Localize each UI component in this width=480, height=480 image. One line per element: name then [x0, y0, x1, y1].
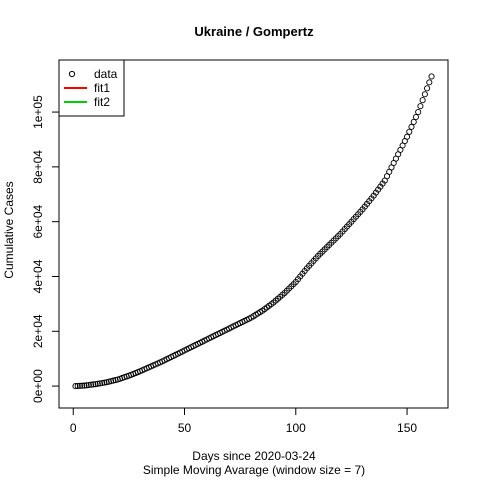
y-axis-label: Cumulative Cases [2, 181, 16, 278]
data-point [419, 97, 426, 104]
data-point [96, 380, 103, 387]
data-point [408, 123, 415, 130]
chart-subtitle: Simple Moving Avarage (window size = 7) [143, 463, 365, 477]
data-point [83, 382, 90, 389]
data-point [426, 79, 433, 86]
legend-label-fit1: fit1 [94, 81, 110, 95]
data-point [90, 381, 97, 388]
y-tick-label: 4e+04 [31, 259, 45, 293]
data-point [81, 382, 88, 389]
data-point [99, 379, 106, 387]
data-point [412, 113, 420, 121]
data-point [85, 381, 92, 389]
chart-title: Ukraine / Gompertz [194, 24, 314, 39]
data-point [72, 383, 79, 390]
x-tick-label: 100 [286, 421, 306, 435]
data-point [421, 91, 428, 98]
y-tick-label: 0e+00 [31, 369, 45, 403]
data-point [76, 382, 83, 389]
y-tick-label: 2e+04 [31, 314, 45, 348]
data-point [94, 380, 101, 387]
data-point [417, 103, 424, 110]
data-point [406, 128, 413, 135]
data-point [415, 109, 422, 116]
x-tick-label: 50 [178, 421, 192, 435]
y-tick-label: 6e+04 [31, 204, 45, 238]
data-points [72, 73, 435, 390]
x-tick-label: 150 [397, 421, 417, 435]
y-tick-label: 8e+04 [31, 150, 45, 184]
x-axis-label: Days since 2020-03-24 [192, 449, 316, 463]
y-tick-label: 1e+05 [31, 95, 45, 129]
data-point [88, 381, 95, 388]
data-point [92, 381, 99, 388]
data-point [79, 382, 86, 389]
data-point [403, 133, 411, 140]
x-tick-label: 0 [70, 421, 77, 435]
y-axis: 0e+00 2e+04 4e+04 6e+04 8e+04 1e+05 [31, 95, 60, 403]
legend-label-fit2: fit2 [94, 95, 110, 109]
x-axis: 0 50 100 150 [70, 407, 417, 435]
legend-label-data: data [94, 67, 118, 81]
data-point [74, 382, 81, 390]
data-point [410, 118, 417, 125]
data-point [428, 73, 435, 80]
legend: data fit1 fit2 [58, 59, 125, 117]
data-point [424, 85, 431, 92]
legend-data-marker [68, 70, 76, 78]
data-point [101, 379, 108, 386]
